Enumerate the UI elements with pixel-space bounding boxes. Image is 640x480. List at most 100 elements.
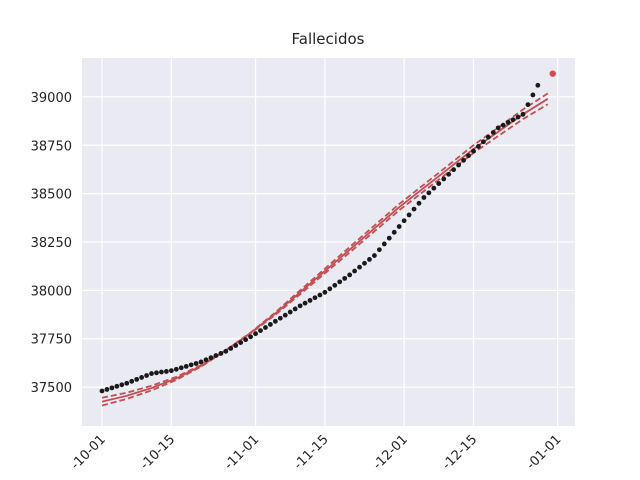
- data-point: [376, 247, 382, 253]
- data-point: [238, 340, 244, 346]
- data-point: [535, 82, 541, 88]
- data-point: [391, 229, 397, 235]
- data-point: [139, 375, 145, 380]
- data-point: [233, 343, 239, 348]
- data-point: [367, 257, 372, 262]
- data-point: [362, 260, 367, 266]
- data-point: [163, 369, 169, 374]
- data-point: [426, 190, 432, 196]
- data-point: [193, 361, 199, 366]
- data-point: [441, 176, 447, 182]
- data-point: [154, 370, 159, 376]
- data-point: [515, 114, 521, 120]
- data-point: [297, 303, 303, 309]
- data-point: [208, 355, 214, 361]
- y-tick-label: 38250: [31, 236, 72, 251]
- x-tick-label: -11-15: [291, 432, 332, 473]
- data-point: [431, 185, 437, 191]
- data-point: [272, 318, 278, 324]
- data-point: [347, 272, 353, 278]
- data-point: [317, 292, 323, 298]
- data-point: [134, 376, 140, 382]
- data-point: [342, 275, 348, 281]
- data-point: [263, 325, 268, 330]
- data-point: [119, 382, 125, 388]
- data-point: [129, 378, 135, 384]
- data-point: [357, 264, 362, 270]
- data-point: [471, 148, 476, 154]
- data-point: [332, 282, 338, 288]
- data-point: [485, 134, 491, 140]
- data-point: [144, 373, 149, 378]
- data-point: [268, 322, 273, 327]
- y-tick-label: 38500: [31, 188, 72, 203]
- data-point: [490, 130, 496, 135]
- data-point: [476, 144, 481, 149]
- data-point: [188, 362, 194, 368]
- chart-title: Fallecidos: [292, 30, 365, 48]
- model-line: [101, 92, 549, 399]
- x-tick-label: -12-01: [370, 432, 411, 473]
- y-tick-label: 37500: [31, 381, 72, 396]
- data-point: [124, 380, 130, 386]
- data-point: [109, 385, 115, 391]
- data-point: [480, 139, 486, 145]
- data-point: [386, 235, 392, 241]
- data-point: [451, 167, 457, 173]
- data-point: [411, 206, 417, 212]
- x-tick-label: -10-15: [138, 432, 179, 473]
- data-point: [312, 295, 318, 301]
- data-point: [277, 315, 283, 321]
- data-point: [149, 371, 154, 376]
- data-point: [292, 306, 298, 312]
- data-point: [159, 369, 164, 375]
- data-point: [228, 346, 234, 351]
- data-point: [213, 353, 219, 358]
- data-point: [446, 171, 452, 177]
- data-point: [406, 212, 412, 218]
- data-point: [243, 337, 249, 343]
- data-point: [352, 268, 358, 274]
- data-point: [203, 357, 209, 363]
- data-point: [500, 122, 506, 128]
- data-point: [183, 364, 189, 369]
- data-point: [416, 200, 422, 206]
- y-tick-label: 38000: [31, 284, 72, 299]
- data-point: [218, 351, 224, 356]
- x-tick-label: -01-01: [524, 432, 565, 473]
- data-point: [258, 328, 263, 334]
- data-point: [381, 241, 387, 247]
- data-point: [198, 359, 204, 365]
- data-point: [510, 117, 516, 123]
- data-point: [372, 253, 377, 258]
- data-point: [461, 157, 466, 163]
- data-point: [173, 366, 179, 372]
- data-point: [253, 331, 258, 337]
- data-point: [520, 111, 526, 117]
- data-point: [287, 309, 293, 315]
- data-point: [456, 162, 462, 168]
- data-point: [530, 92, 536, 98]
- data-point: [495, 125, 501, 131]
- data-point: [178, 365, 184, 371]
- data-point: [337, 279, 343, 285]
- data-point: [322, 289, 328, 295]
- data-point: [525, 102, 531, 108]
- x-tick-label: -11-01: [222, 432, 263, 473]
- data-point: [114, 383, 120, 389]
- data-point: [401, 218, 407, 224]
- data-point: [282, 312, 288, 318]
- data-point: [421, 195, 427, 200]
- data-point: [307, 298, 313, 303]
- data-point: [104, 387, 110, 392]
- y-tick-label: 39000: [31, 91, 72, 106]
- y-tick-label: 37750: [31, 333, 72, 348]
- data-point: [549, 70, 556, 77]
- data-point: [168, 368, 174, 374]
- data-point: [466, 153, 471, 159]
- x-tick-label: -10-01: [68, 432, 109, 473]
- x-tick-label: -12-15: [440, 432, 481, 473]
- data-point: [396, 224, 402, 229]
